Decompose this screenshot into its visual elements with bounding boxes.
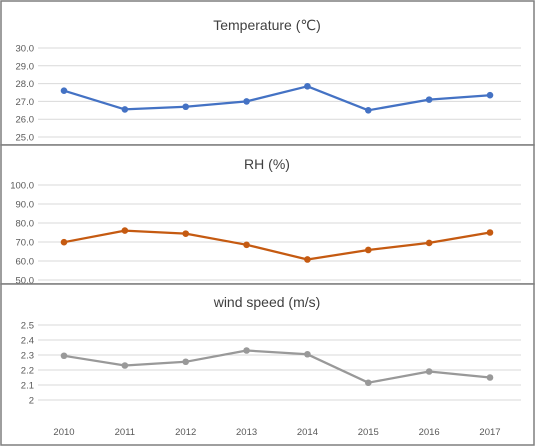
rh-data-point (486, 229, 494, 236)
temperature-panel-frame (0, 0, 535, 146)
wind-speed-data-point (182, 358, 190, 366)
wind-speed-y-tick-label: 2.2 (21, 366, 34, 377)
temperature-y-axis: 25.0 26.0 27.0 28.0 29.0 30.0 (16, 44, 35, 144)
temperature-data-point (486, 91, 494, 99)
temperature-y-tick-label: 27.0 (16, 97, 35, 108)
rh-data-point (425, 239, 433, 247)
rh-data-point (60, 238, 68, 246)
rh-chart-title: RH (%) (244, 156, 290, 172)
temperature-data-point (304, 82, 311, 90)
wind-speed-y-tick-label: 2.4 (21, 336, 34, 347)
temperature-data-point (121, 106, 129, 113)
temperature-grid (38, 47, 521, 138)
rh-panel: RH (%) 50.0 60.0 70.0 80.0 90.0 100.0 (0, 144, 535, 287)
wind-speed-x-tick-label: 2011 (115, 427, 135, 438)
wind-speed-x-tick-label: 2010 (53, 427, 74, 438)
wind-speed-x-tick-label: 2013 (236, 427, 257, 438)
rh-data-point (121, 227, 129, 234)
temperature-data-point (182, 103, 190, 111)
temperature-series (60, 82, 494, 114)
rh-data-point (243, 241, 250, 249)
temperature-data-point (364, 107, 372, 114)
wind-speed-data-point (304, 350, 311, 358)
temperature-y-tick-label: 28.0 (16, 79, 35, 90)
wind-speed-data-point (364, 379, 372, 387)
wind-speed-x-tick-label: 2015 (358, 427, 379, 438)
wind-speed-y-tick-label: 2.1 (21, 381, 34, 392)
wind-speed-grid (38, 324, 521, 401)
rh-data-point (364, 246, 372, 254)
rh-series-line (62, 229, 492, 261)
wind-speed-y-tick-label: 2.5 (21, 321, 34, 332)
wind-speed-data-point (243, 347, 250, 354)
temperature-data-point (60, 87, 68, 95)
rh-y-tick-label: 80.0 (16, 219, 35, 230)
rh-y-tick-label: 90.0 (16, 200, 35, 211)
wind-speed-y-tick-label: 2 (29, 396, 34, 407)
temperature-data-point (425, 96, 433, 103)
rh-y-tick-label: 70.0 (16, 238, 35, 249)
wind-speed-series (60, 347, 494, 387)
rh-data-point (182, 230, 190, 237)
wind-speed-data-point (486, 374, 494, 381)
wind-speed-y-axis: 2 2.1 2.2 2.3 2.4 2.5 (21, 321, 34, 407)
rh-y-tick-label: 50.0 (16, 276, 35, 287)
wind-speed-panel: wind speed (m/s) 22.12.22.32.42.5 2010 20… (0, 283, 535, 446)
wind-speed-data-point (121, 362, 129, 369)
wind-speed-series-line (62, 349, 492, 384)
temperature-y-tick-label: 25.0 (16, 133, 35, 144)
wind-speed-x-tick-label: 2016 (419, 427, 440, 438)
temperature-series-line (62, 85, 492, 112)
temperature-y-tick-label: 26.0 (16, 115, 35, 126)
rh-data-point (304, 256, 311, 263)
temperature-chart-title: Temperature (℃) (213, 17, 321, 33)
wind-speed-x-axis: 2010 2011 2012 2013 2014 2015 2016 2017 (53, 427, 500, 438)
rh-y-axis: 50.0 60.0 70.0 80.0 90.0 100.0 (10, 181, 34, 287)
wind-speed-panel-frame (0, 283, 535, 446)
wind-speed-y-tick-label: 2.3 (21, 351, 34, 362)
temperature-panel: Temperature (℃) 25.0 26.0 27.0 28.0 29.0 30.0 (0, 0, 535, 146)
rh-series (60, 227, 494, 263)
wind-speed-x-tick-label: 2014 (297, 427, 318, 438)
temperature-y-tick-label: 30.0 (16, 44, 35, 55)
temperature-y-tick-label: 29.0 (16, 61, 35, 72)
rh-y-tick-label: 100.0 (10, 181, 34, 192)
wind-speed-x-tick-label: 2017 (479, 427, 500, 438)
wind-speed-data-point (425, 368, 433, 375)
wind-speed-x-tick-label: 2012 (175, 427, 196, 438)
rh-y-tick-label: 60.0 (16, 257, 35, 268)
rh-grid (38, 184, 521, 281)
wind-speed-chart-title: wind speed (m/s) (213, 294, 321, 310)
temperature-data-point (243, 98, 250, 105)
wind-speed-data-point (60, 352, 68, 360)
